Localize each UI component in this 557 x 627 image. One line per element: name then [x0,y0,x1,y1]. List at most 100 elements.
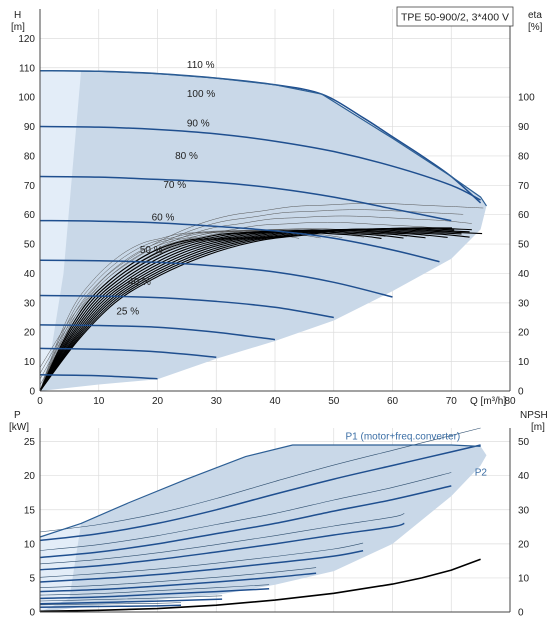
power-tick-label: 20 [24,471,36,482]
head-tick-label: 20 [24,328,36,339]
eta-tick-label: 10 [518,357,530,368]
head-chart-title-box: TPE 50-900/2, 3*400 V [396,6,514,27]
head-chart-axes: 0102030405060708090100110120010203040506… [18,9,535,407]
eta-axis-unit: [%] [528,22,543,33]
speed-curve-label: 100 % [187,89,215,100]
head-tick-label: 40 [24,269,36,280]
npsh-curve [39,558,481,613]
flow-tick-label: 10 [93,396,105,407]
speed-curve-label: 80 % [175,151,198,162]
power-curve-p1 [39,427,481,533]
speed-curve [39,347,217,358]
speed-curve [39,374,158,380]
power-curve-p2 [39,549,364,583]
eta-tick-label: 0 [518,387,524,398]
power-curve-p2 [39,444,481,542]
efficiency-curve [39,229,470,392]
head-light-zone [40,70,82,391]
power-curve-p1 [39,595,223,602]
npsh-axis-unit: [m] [531,422,545,433]
npsh-tick-label: 20 [518,539,530,550]
head-tick-label: 80 [24,151,36,162]
power-tick-label: 0 [29,608,35,619]
efficiency-curve-thin [39,222,451,386]
power-tick-label: 15 [24,505,36,516]
speed-curve-label: 50 % [140,245,163,256]
speed-curve-label: 90 % [187,119,210,130]
title-box [396,6,514,27]
flow-tick-label: 20 [152,396,164,407]
power-curves: P1 (motor+freq.converter) P2 [39,427,488,613]
flow-tick-label: 0 [37,396,43,407]
power-curve-p1 [39,472,452,551]
chart-title: TPE 50-900/2, 3*400 V [401,12,509,24]
power-envelope-area [40,445,487,612]
power-curve-p2 [39,598,223,605]
power-tick-label: 10 [24,539,36,550]
power-curve-p2 [39,604,182,608]
speed-curve-label: 40 % [128,277,151,288]
power-curve-p1 [39,602,182,606]
power-chart-axes: 0 5 10 15 20 25 0 10 20 30 40 50 [24,428,530,619]
efficiency-curve [39,228,483,392]
speed-curve-label: 70 % [163,180,186,191]
efficiency-curve-thin [39,203,484,368]
eta-tick-label: 60 [518,210,530,221]
npsh-tick-label: 30 [518,505,530,516]
power-curve-p1 [39,584,270,596]
power-curve-p1 [39,567,317,588]
npsh-axis-label: NPSH [520,410,548,421]
flow-tick-label: 70 [446,396,458,407]
flow-axis-label: Q [m³/h] [470,396,506,407]
speed-curve-label: 60 % [152,213,175,224]
head-tick-label: 10 [24,357,36,368]
speed-curve [39,324,276,341]
power-tick-label: 25 [24,437,36,448]
p2-label: P2 [475,468,488,479]
eta-tick-label: 40 [518,269,530,280]
eta-tick-label: 70 [518,181,530,192]
efficiency-curve [39,229,426,392]
head-tick-label: 70 [24,181,36,192]
head-tick-label: 30 [24,298,36,309]
flow-tick-label: 30 [211,396,223,407]
flow-tick-label: 40 [269,396,281,407]
eta-axis-label: eta [528,10,542,21]
flow-tick-label: 50 [328,396,340,407]
power-tick-label: 5 [29,573,35,584]
head-axis-label: H [14,10,21,21]
head-axis-unit: [m] [11,22,25,33]
speed-curve [39,175,452,222]
eta-tick-label: 30 [518,298,530,309]
head-tick-label: 0 [29,387,35,398]
power-curve-p2 [39,522,405,571]
head-tick-label: 60 [24,210,36,221]
speed-curve-label: 110 % [187,60,215,71]
efficiency-curve [39,230,382,392]
npsh-tick-label: 10 [518,573,530,584]
power-curve-p1 [39,542,364,578]
power-axis-label: P [14,410,21,421]
speed-curve [39,259,393,298]
eta-tick-label: 20 [518,328,530,339]
head-curves: 110 % 100 % 90 % 80 % 70 % 60 % 50 % 40 % 25 % [39,60,487,392]
npsh-tick-label: 50 [518,437,530,448]
head-tick-label: 120 [18,34,35,45]
head-tick-label: 50 [24,240,36,251]
npsh-tick-label: 40 [518,471,530,482]
eta-tick-label: 50 [518,240,530,251]
head-tick-label: 100 [18,93,35,104]
efficiency-curve [39,227,453,392]
efficiency-curve-thin [39,209,464,374]
npsh-tick-label: 0 [518,608,524,619]
flow-tick-label: 80 [504,396,516,407]
speed-curve [39,294,334,319]
p1-label: P1 (motor+freq.converter) [346,432,461,443]
eta-tick-label: 100 [518,93,535,104]
flow-tick-label: 60 [387,396,399,407]
efficiency-curve [39,229,448,392]
power-envelope [40,445,487,612]
speed-curve [39,125,481,201]
